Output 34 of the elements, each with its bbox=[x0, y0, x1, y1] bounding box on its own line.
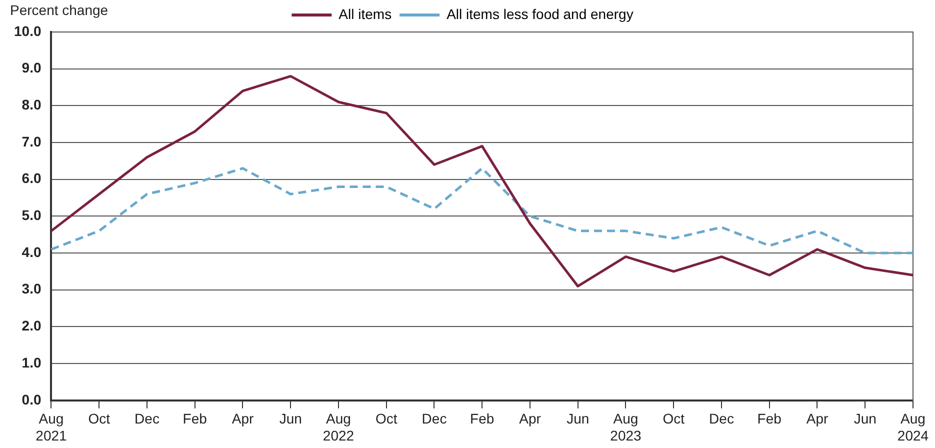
y-tick-label: 8.0 bbox=[22, 96, 42, 113]
y-tick-label: 7.0 bbox=[22, 133, 42, 150]
y-axis-title: Percent change bbox=[10, 2, 108, 18]
y-tick-label: 2.0 bbox=[22, 318, 42, 334]
line-series bbox=[50, 167, 914, 254]
y-tick-label: 1.0 bbox=[22, 354, 42, 370]
x-tick-label: Apr bbox=[519, 410, 542, 427]
x-tick-label: Oct bbox=[375, 410, 398, 427]
legend-label: All items less food and energy bbox=[446, 6, 634, 22]
x-tick-label: Aug 2024 bbox=[897, 410, 929, 444]
x-tick-label: Feb bbox=[470, 410, 494, 427]
x-tick-label: Dec bbox=[422, 410, 447, 427]
x-tick-label: Aug 2021 bbox=[36, 410, 68, 444]
x-tick-label: Aug 2023 bbox=[610, 410, 642, 444]
x-tick-label: Dec bbox=[134, 410, 160, 427]
y-tick-label: 0.0 bbox=[22, 391, 42, 408]
x-tick-label: Oct bbox=[662, 410, 685, 427]
x-tick-label: Oct bbox=[88, 410, 110, 427]
x-tick-label: Apr bbox=[806, 410, 828, 427]
x-tick-label: Apr bbox=[232, 410, 254, 427]
y-tick-label: 4.0 bbox=[22, 244, 42, 260]
x-tick-label: Feb bbox=[757, 410, 782, 427]
x-tick-label: Dec bbox=[709, 410, 734, 427]
y-tick-label: 10.0 bbox=[14, 22, 42, 39]
x-tick-label: Jun bbox=[854, 410, 876, 427]
x-tick-label: Jun bbox=[279, 410, 302, 427]
y-tick-label: 3.0 bbox=[22, 280, 42, 297]
legend-label: All items bbox=[338, 6, 392, 22]
x-tick-label: Feb bbox=[182, 410, 208, 427]
x-tick-label: Jun bbox=[566, 410, 590, 427]
y-tick-label: 5.0 bbox=[22, 207, 42, 224]
x-tick-label: Aug 2022 bbox=[322, 410, 354, 444]
y-tick-label: 6.0 bbox=[22, 170, 42, 186]
y-tick-label: 9.0 bbox=[22, 60, 42, 76]
